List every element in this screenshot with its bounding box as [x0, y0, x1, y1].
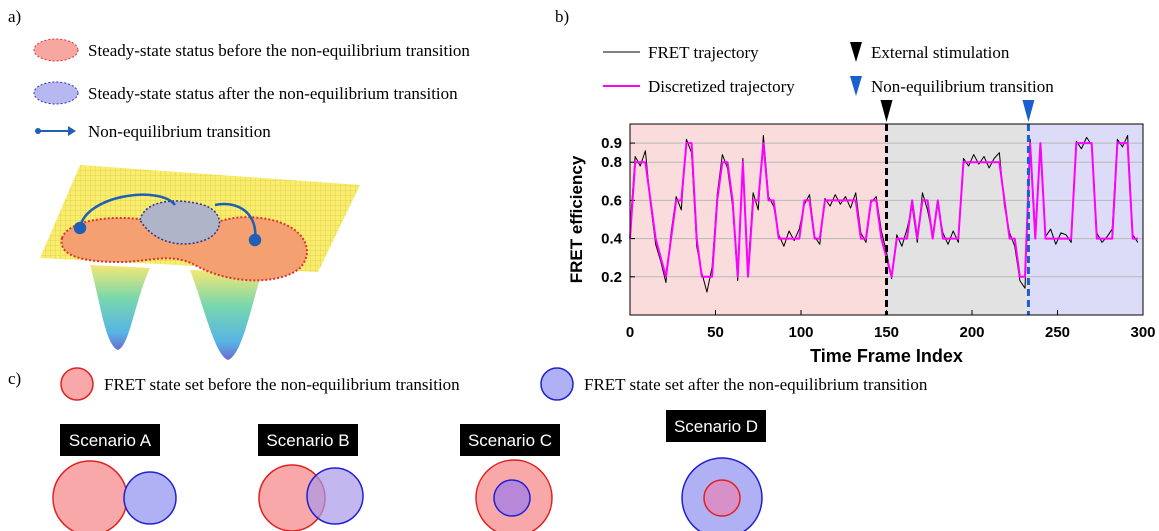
event-marker: [1022, 100, 1034, 122]
legend-label: FRET trajectory: [648, 43, 759, 62]
legend-label: FRET state set before the non-equilibriu…: [104, 375, 460, 394]
panel-c: c) FRET state set before the non-equilib…: [8, 368, 928, 531]
panel-a: a) Steady-state status before the non-eq…: [8, 7, 470, 360]
scenario-label: Scenario C: [468, 431, 552, 450]
y-tick-label: 0.8: [601, 154, 622, 171]
legend-label: Non-equilibrium transition: [88, 122, 271, 141]
legend-label: Steady-state status after the non-equili…: [88, 84, 458, 103]
figure: a) Steady-state status before the non-eq…: [0, 0, 1159, 531]
scenario-label: Scenario A: [69, 431, 152, 450]
panel-label: a): [8, 7, 21, 26]
x-tick-label: 50: [707, 324, 724, 341]
y-tick-label: 0.2: [601, 269, 622, 286]
event-marker: [881, 100, 893, 122]
y-tick-label: 0.9: [601, 135, 622, 152]
scenario-label: Scenario D: [674, 417, 758, 436]
state-set: [494, 480, 530, 516]
x-tick-label: 0: [626, 324, 634, 341]
x-tick-label: 150: [874, 324, 899, 341]
scenario-label: Scenario B: [266, 431, 349, 450]
legend-arrow-dot: [35, 128, 41, 134]
x-axis-label: Time Frame Index: [810, 346, 963, 366]
x-tick-label: 200: [959, 324, 984, 341]
legend-swatch: [34, 39, 78, 61]
panel-b: b) 0.2 0.4 0.6 0.8 0.9 0 50 100 150 200 250 300 FRET…: [555, 7, 1156, 366]
legend-swatch: [541, 368, 573, 400]
y-tick-label: 0.6: [601, 192, 622, 209]
legend-label: Non-equilibrium transition: [871, 77, 1054, 96]
region: [1028, 124, 1143, 315]
legend-label: FRET state set after the non-equilibrium…: [584, 375, 928, 394]
x-tick-label: 100: [788, 324, 813, 341]
legend-label: Discretized trajectory: [648, 77, 795, 96]
state-set: [124, 472, 176, 524]
legend-swatch: [61, 368, 93, 400]
legend-arrow-head: [68, 126, 76, 136]
state-set: [704, 480, 740, 516]
state-set: [53, 461, 127, 531]
legend-label: External stimulation: [871, 43, 1010, 62]
legend-swatch: [850, 76, 862, 96]
legend-swatch: [850, 42, 862, 62]
legend-label: Steady-state status before the non-equil…: [88, 41, 470, 60]
region: [630, 124, 887, 315]
x-tick-label: 300: [1130, 324, 1155, 341]
y-tick-label: 0.4: [601, 231, 623, 248]
state-set: [307, 468, 363, 524]
y-axis-label: FRET efficiency: [567, 155, 586, 283]
panel-label: b): [555, 7, 569, 26]
legend-swatch: [34, 82, 78, 104]
landscape: [40, 165, 360, 360]
x-tick-label: 250: [1045, 324, 1070, 341]
panel-label: c): [8, 369, 21, 388]
